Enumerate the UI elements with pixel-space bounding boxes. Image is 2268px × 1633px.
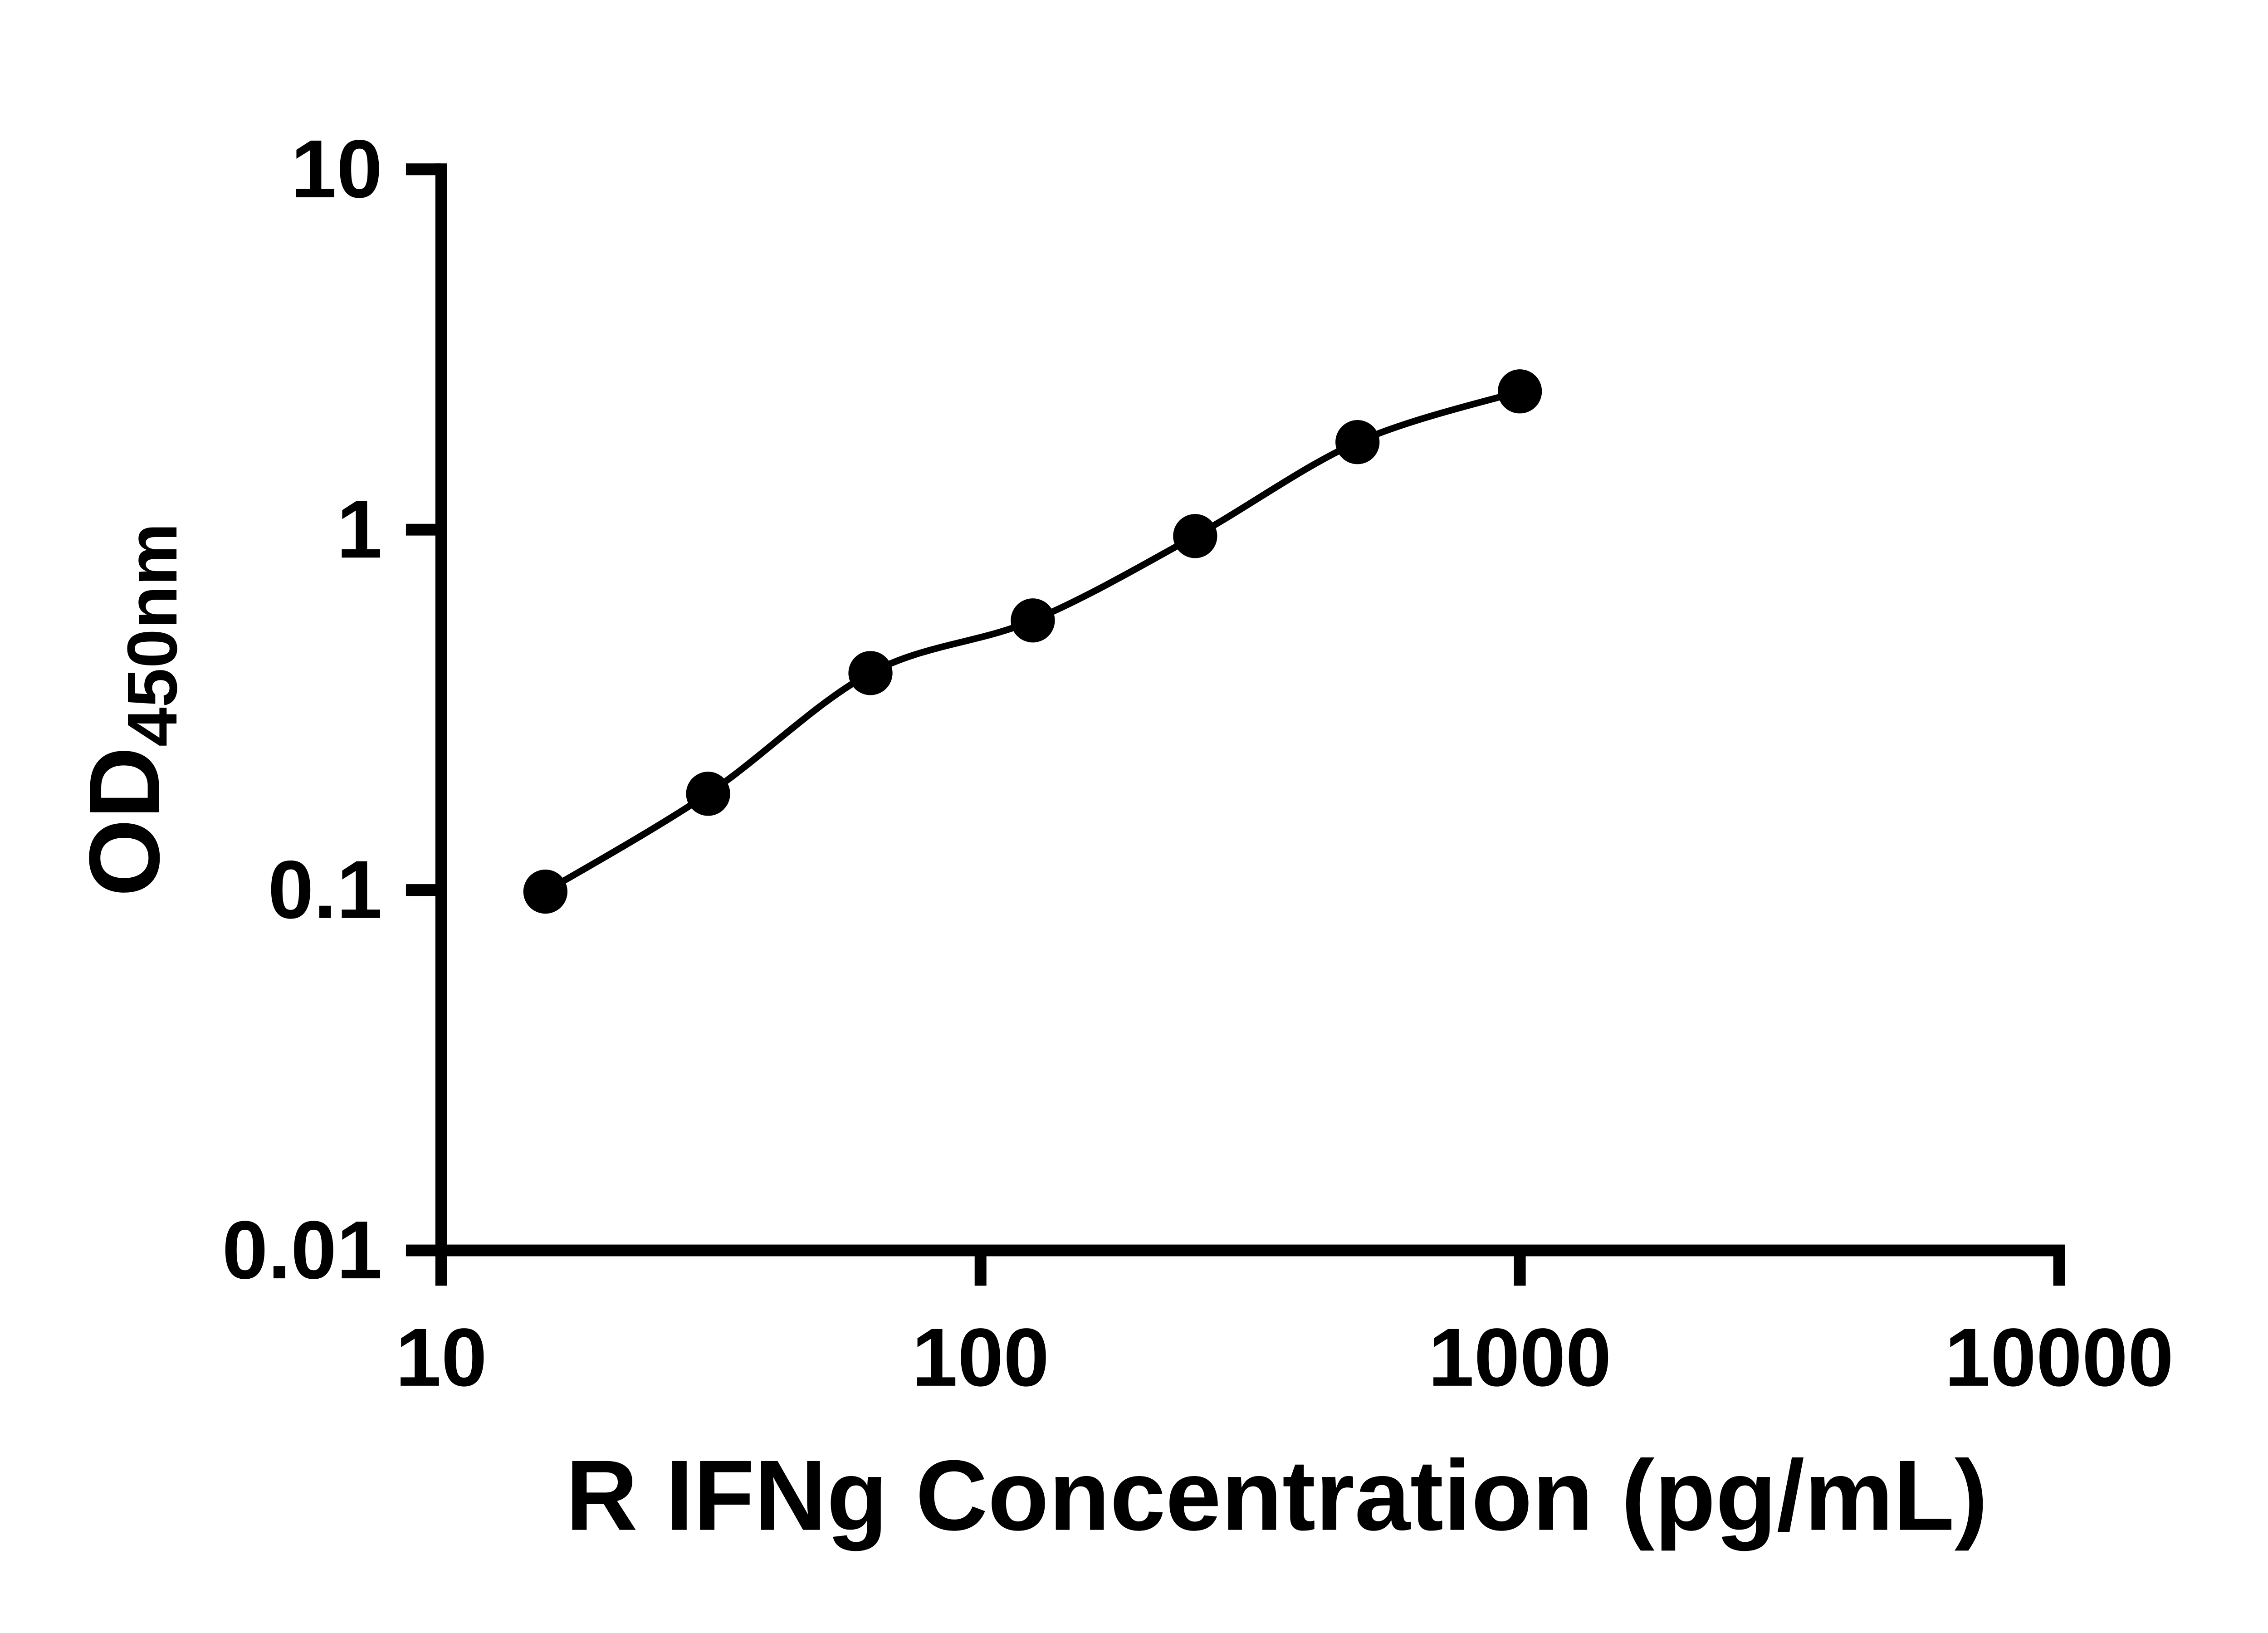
x-tick-label: 1000 xyxy=(1428,1312,1612,1403)
y-tick-label: 10 xyxy=(291,123,382,215)
y-axis-title-subscript: 450nm xyxy=(112,523,191,747)
y-axis-title-main: OD xyxy=(68,747,180,897)
data-point-marker xyxy=(848,651,893,695)
data-point-marker xyxy=(686,772,730,816)
data-point-marker xyxy=(1173,514,1217,558)
y-tick-label: 0.01 xyxy=(222,1204,382,1296)
x-tick-label: 10 xyxy=(396,1312,487,1403)
data-point-marker xyxy=(1335,420,1380,464)
axes-spine xyxy=(435,163,2065,1257)
y-tick-label: 1 xyxy=(337,484,382,575)
y-axis-title: OD450nm xyxy=(68,523,191,897)
x-tick-label: 10000 xyxy=(1945,1312,2174,1403)
x-axis-title: R IFNg Concentration (pg/mL) xyxy=(566,1439,1988,1551)
plot-area: 10 100 1000 10000 0.01 0.1 1 10 R IFNg Concentra… xyxy=(68,123,2174,1551)
data-point-marker xyxy=(523,869,568,914)
data-point-marker xyxy=(1497,369,1542,414)
x-tick-label: 100 xyxy=(912,1312,1049,1403)
data-point-marker xyxy=(1011,598,1055,643)
y-tick-label: 0.1 xyxy=(268,844,382,936)
